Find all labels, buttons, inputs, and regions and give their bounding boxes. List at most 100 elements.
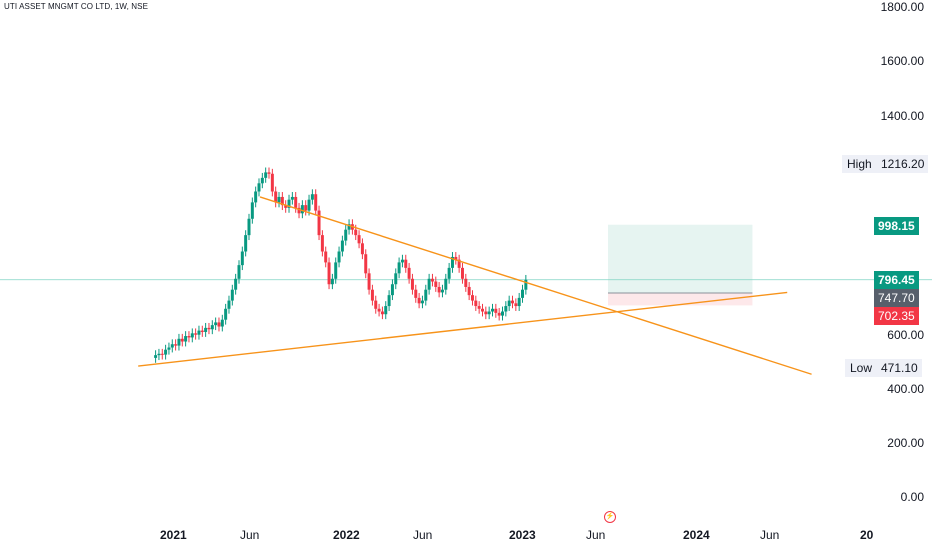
candle-body xyxy=(204,327,208,332)
candle-body xyxy=(344,229,348,241)
candle-body xyxy=(394,273,398,285)
candle-body xyxy=(220,319,224,327)
candle-body xyxy=(410,278,414,290)
candle-body xyxy=(357,235,361,244)
candle-body xyxy=(374,300,378,309)
candle-body xyxy=(390,284,394,296)
x-tick-jun-2021: Jun xyxy=(240,528,260,542)
candle-body xyxy=(424,289,428,301)
candle-body xyxy=(490,308,494,312)
trendline-lower xyxy=(138,291,788,367)
candle-body xyxy=(367,273,371,290)
candle-body xyxy=(320,235,324,252)
target-zone xyxy=(608,224,753,294)
candle-body xyxy=(334,262,338,279)
candle-body xyxy=(310,194,314,200)
candle-body xyxy=(207,327,211,330)
candle-body xyxy=(280,196,284,206)
candle-body xyxy=(507,300,511,307)
candle-body xyxy=(364,254,368,274)
earnings-event-icon[interactable]: ⚡ xyxy=(604,511,616,523)
candle-body xyxy=(340,240,344,252)
candle-body xyxy=(167,347,171,350)
candle-body xyxy=(217,322,221,327)
candle-body xyxy=(517,297,521,307)
x-tick-2023: 2023 xyxy=(509,528,536,542)
candle-body xyxy=(467,286,471,296)
candle-body xyxy=(404,259,408,268)
candle-body xyxy=(294,196,298,208)
candle-body xyxy=(237,265,241,279)
candle-body xyxy=(444,278,448,290)
candle-body xyxy=(504,306,508,312)
trendline-upper xyxy=(259,196,812,375)
candle-body xyxy=(524,279,528,290)
y-tick-600: 600.00 xyxy=(887,328,924,342)
target-price-tag: 998.15 xyxy=(874,217,919,235)
candle-body xyxy=(521,289,525,298)
candle-body xyxy=(330,278,334,285)
x-tick-jun-2024: Jun xyxy=(760,528,780,542)
candle-body xyxy=(497,312,501,316)
candle-body xyxy=(197,330,201,335)
y-tick-1800: 1800.00 xyxy=(880,0,924,14)
candle-body xyxy=(177,338,181,346)
high-value-tag: 1216.20 xyxy=(877,155,929,173)
candle-body xyxy=(270,173,274,192)
x-tick-2022: 2022 xyxy=(333,528,360,542)
candle-body xyxy=(370,289,374,301)
candle-body xyxy=(190,333,194,338)
candle-body xyxy=(514,303,518,307)
low-label: Low xyxy=(845,359,878,377)
stop-zone xyxy=(608,293,753,306)
candle-body xyxy=(257,183,261,192)
candle-body xyxy=(327,262,331,285)
candle-body xyxy=(287,199,291,208)
candle-body xyxy=(180,338,184,342)
candle-body xyxy=(477,306,481,309)
low-value-tag: 471.10 xyxy=(877,359,922,377)
candle-body xyxy=(360,243,364,255)
candle-body xyxy=(427,278,431,290)
y-tick-1600: 1600.00 xyxy=(880,54,924,68)
candle-body xyxy=(210,325,214,330)
candle-body xyxy=(454,256,458,260)
candle-body xyxy=(184,336,188,342)
candle-body xyxy=(324,251,328,263)
candle-body xyxy=(397,262,401,274)
candle-body xyxy=(387,295,391,307)
candle-body xyxy=(457,259,461,268)
candle-body xyxy=(447,267,451,279)
x-tick-2024: 2024 xyxy=(683,528,710,542)
candle-body xyxy=(307,199,311,211)
candle-body xyxy=(240,251,244,266)
candle-body xyxy=(174,344,178,346)
candle-body xyxy=(501,311,505,316)
candle-body xyxy=(274,191,278,203)
candle-body xyxy=(414,289,418,298)
candle-body xyxy=(300,205,304,214)
candle-body xyxy=(354,229,358,236)
entry-price-tag: 747.70 xyxy=(874,289,919,307)
candle-body xyxy=(297,207,301,214)
candle-body xyxy=(154,355,158,358)
candle-body xyxy=(494,308,498,313)
candle-body xyxy=(304,205,308,211)
candle-body xyxy=(260,177,264,184)
x-tick-2025: 20 xyxy=(860,528,874,542)
candle-body xyxy=(347,224,351,230)
candle-body xyxy=(227,300,231,309)
candle-body xyxy=(214,322,218,326)
x-tick-jun-2023: Jun xyxy=(586,528,606,542)
candle-body xyxy=(290,196,294,200)
candle-body xyxy=(164,349,168,355)
x-tick-2021: 2021 xyxy=(160,528,187,542)
candle-body xyxy=(194,333,198,335)
candle-body xyxy=(254,191,258,203)
candle-body xyxy=(224,308,228,320)
candle-body xyxy=(337,251,341,263)
candle-body xyxy=(487,311,491,315)
candle-body xyxy=(437,286,441,293)
candle-body xyxy=(384,306,388,315)
